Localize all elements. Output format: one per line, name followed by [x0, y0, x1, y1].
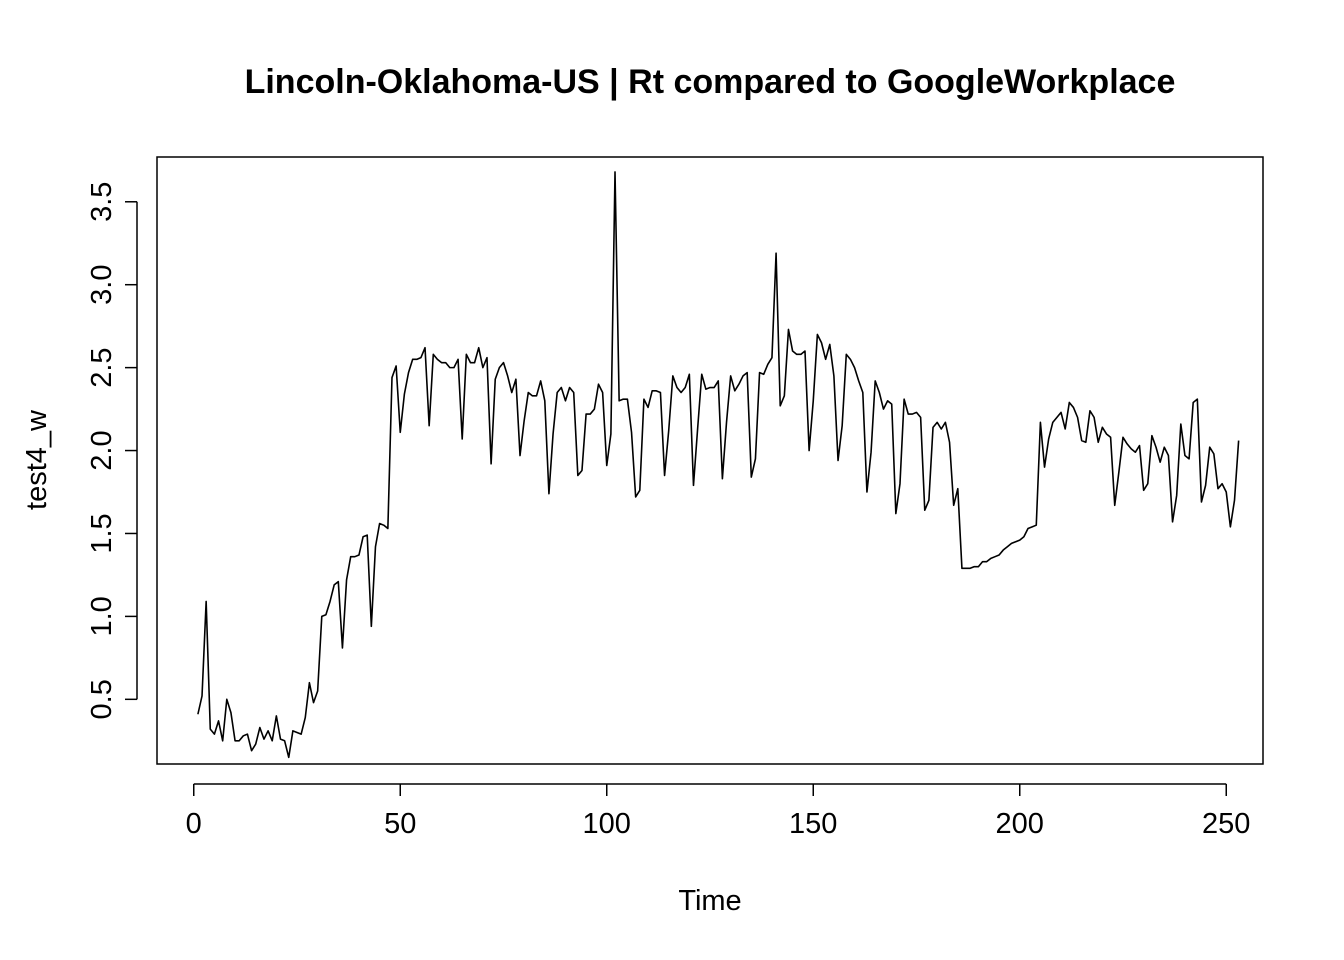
y-tick-label: 1.0	[86, 596, 118, 636]
y-axis-label: test4_w	[21, 409, 53, 510]
x-axis-label: Time	[678, 885, 741, 917]
y-axis: 0.5 1.0 1.5 2.0 2.5 3.0 3.5	[86, 182, 138, 719]
x-tick-label: 100	[583, 808, 631, 840]
y-tick-label: 2.5	[86, 347, 118, 387]
y-tick-label: 0.5	[86, 679, 118, 719]
x-tick-label: 250	[1202, 808, 1250, 840]
x-tick-label: 0	[186, 808, 202, 840]
series-line-test4_w	[197, 171, 1240, 759]
y-tick-label: 3.5	[86, 182, 118, 222]
y-tick-label: 2.0	[86, 430, 118, 470]
chart-title: Lincoln-Oklahoma-US | Rt compared to Goo…	[245, 63, 1176, 101]
x-tick-label: 50	[384, 808, 416, 840]
plot-area-frame	[156, 156, 1264, 765]
x-axis: 0 50 100 150 200 250	[186, 783, 1250, 840]
x-tick-label: 200	[996, 808, 1044, 840]
y-tick-label: 3.0	[86, 265, 118, 305]
y-tick-label: 1.5	[86, 513, 118, 553]
x-tick-label: 150	[789, 808, 837, 840]
